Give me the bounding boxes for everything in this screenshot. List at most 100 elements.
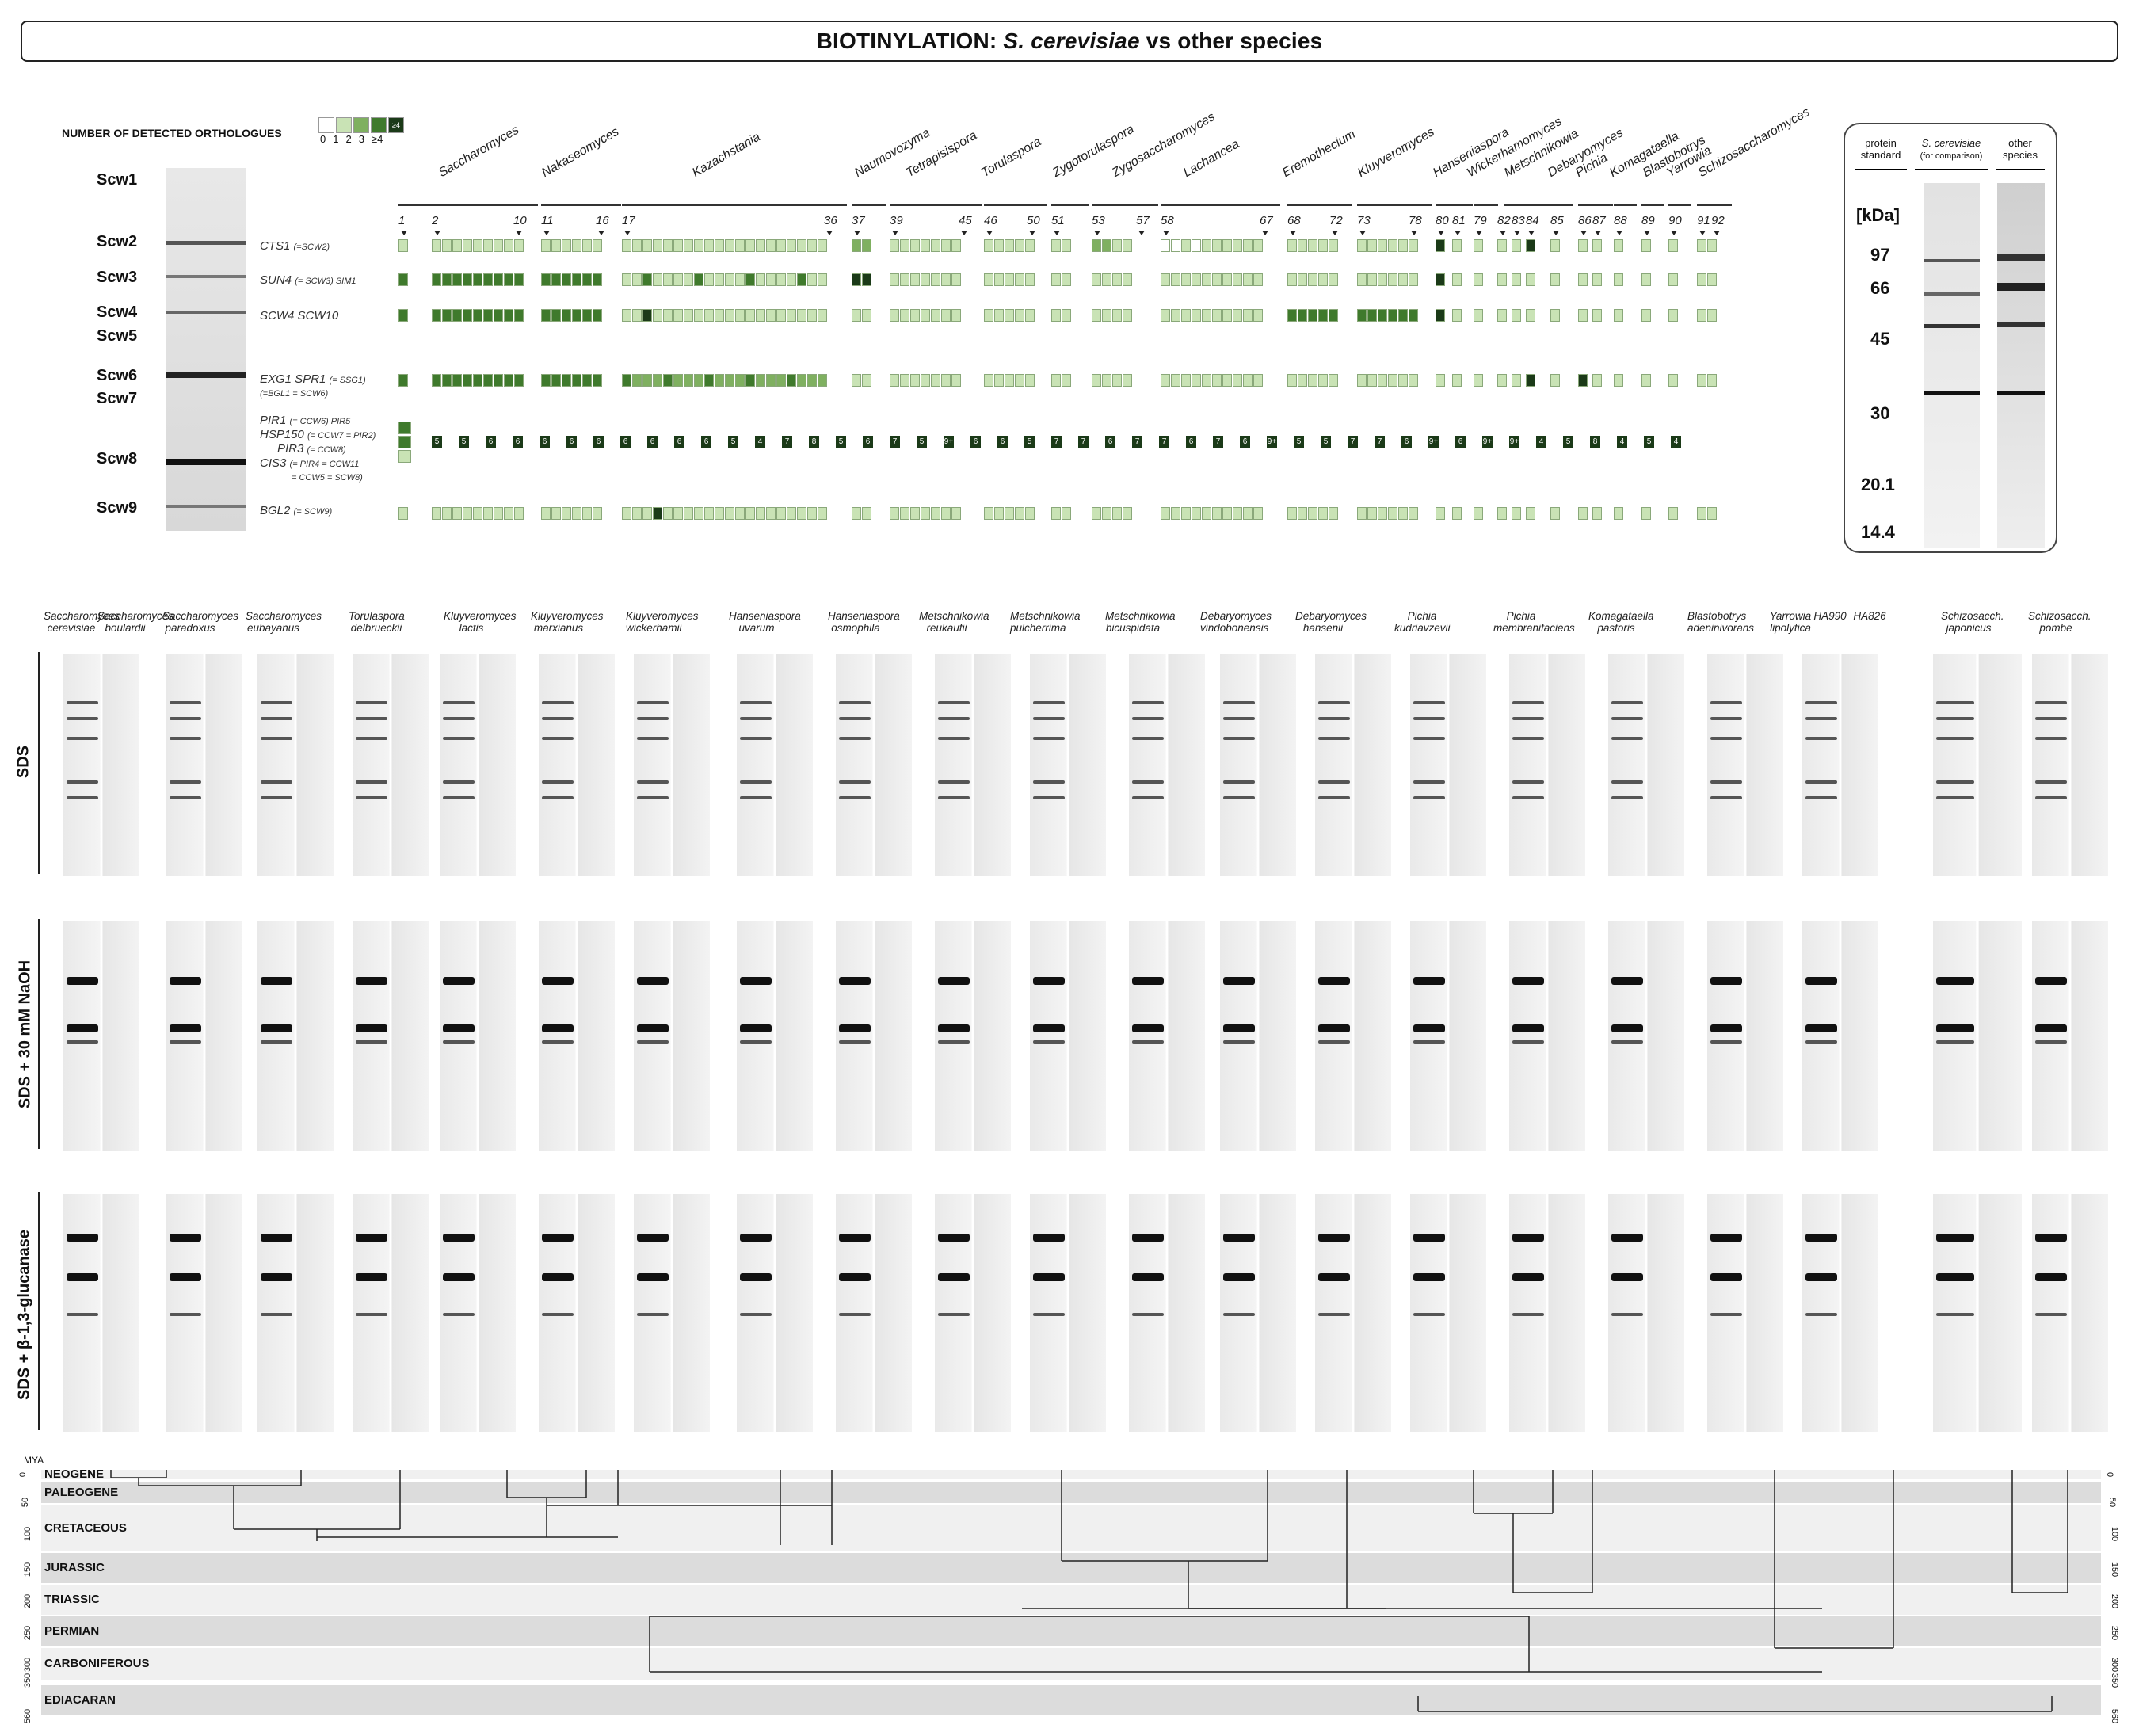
heatmap-cell [931,309,940,322]
heatmap-cell [473,273,482,286]
scw5-label: Scw5 [97,327,138,345]
column-number: 37 [852,214,865,227]
gene-row-4: EXG1 SPR1 (= SSG1) (=BGL1 = SCW6) [260,372,366,399]
gel-band [637,796,669,799]
heatmap-cell [1112,374,1122,387]
gel-band [1033,796,1065,799]
heatmap-cell [1614,273,1623,286]
gel-band [1611,701,1643,704]
heatmap-cell [1436,273,1445,286]
heatmap-cell [1222,374,1232,387]
column-tick [1455,231,1461,235]
gel-band [740,977,772,985]
heatmap-cell [1243,374,1253,387]
heatmap-cell [715,507,724,520]
column-number: 89 [1641,214,1655,227]
species-label: Saccharomyces eubayanus [246,610,322,634]
column-tick [1671,231,1677,235]
heatmap-cell [1512,507,1521,520]
heatmap-cell [715,309,724,322]
heatmap-cell [494,374,503,387]
heatmap-cell [921,374,930,387]
heatmap-cell [1367,309,1377,322]
legend-swatch-3 [371,117,387,133]
heatmap-cell [1287,309,1297,322]
heatmap-cell [735,507,745,520]
species-label: Saccharomyces paradoxus [162,610,239,634]
gel-panel [63,921,139,1151]
heatmap-cell [900,273,909,286]
heatmap-cell [1398,374,1408,387]
heatmap-cell [514,273,524,286]
heatmap-cell [756,374,765,387]
gel-panel [1410,1194,1486,1432]
gel-band [1033,1024,1065,1032]
heatmap-cell [1212,273,1222,286]
kda-unit: [kDa] [1856,205,1901,225]
heatmap-cell [1102,507,1111,520]
heatmap-cell [673,239,683,252]
genus-label-schizosaccharomyces: Schizosaccharomyces [1696,105,1813,181]
heatmap-cell [1512,273,1521,286]
heatmap-cell [1388,273,1397,286]
heatmap-cell [432,239,441,252]
gel-band [1318,780,1350,784]
gel-band [938,977,970,985]
heatmap-cell [483,309,493,322]
heatmap-cell [463,309,472,322]
gel-panel [440,921,516,1151]
column-tick [986,231,993,235]
heatmap-cell [1329,374,1338,387]
gel-band [67,1024,98,1032]
heatmap-cell [632,273,642,286]
heatmap-cell [1707,374,1717,387]
pir-count-box: 9+ [1482,436,1493,448]
gel-band [356,1234,387,1242]
gel-band [1512,977,1544,985]
heatmap-cell [673,374,683,387]
heatmap-cell [593,507,602,520]
gel-band [1132,1313,1164,1316]
gel-band [740,1024,772,1032]
heatmap-cell [1378,507,1387,520]
species-label: Kluyveromyces lactis [444,610,517,634]
gel-band [1710,717,1742,720]
gel-band [170,796,201,799]
era-band [41,1616,2101,1646]
heatmap-cell [1707,273,1717,286]
heatmap-cell [663,374,673,387]
heatmap-cell [1051,374,1061,387]
gel-band [1132,1234,1164,1242]
gel-panel [1802,1194,1878,1432]
heatmap-cell [1308,273,1317,286]
heatmap-cell [1697,507,1706,520]
gel-band [67,977,98,985]
gel-band [1710,1234,1742,1242]
heatmap-cell [862,273,871,286]
heatmap-cell [593,239,602,252]
pir-count-box: 4 [1671,436,1681,448]
heatmap-cell [473,507,482,520]
heatmap-cell [622,239,631,252]
heatmap-cell [452,507,462,520]
heatmap-cell [1409,374,1418,387]
heatmap-cell [1181,374,1191,387]
heatmap-cell [994,273,1004,286]
heatmap-cell [1526,239,1535,252]
heatmap-cell [890,507,899,520]
heatmap-cell [1668,273,1678,286]
heatmap-cell [921,507,930,520]
gel-band [1223,717,1255,720]
column-tick [1262,231,1268,235]
gel-band [740,780,772,784]
gel-band [938,737,970,740]
gel-band [1611,737,1643,740]
species-label: Kluyveromyces marxianus [531,610,604,634]
heatmap-cell [818,507,827,520]
gel-panel [1707,921,1783,1151]
heatmap-cell [787,507,796,520]
gel-band [261,1273,292,1281]
scw7-label: Scw7 [97,390,138,407]
gel-band [637,1273,669,1281]
gel-band [1936,1024,1974,1032]
